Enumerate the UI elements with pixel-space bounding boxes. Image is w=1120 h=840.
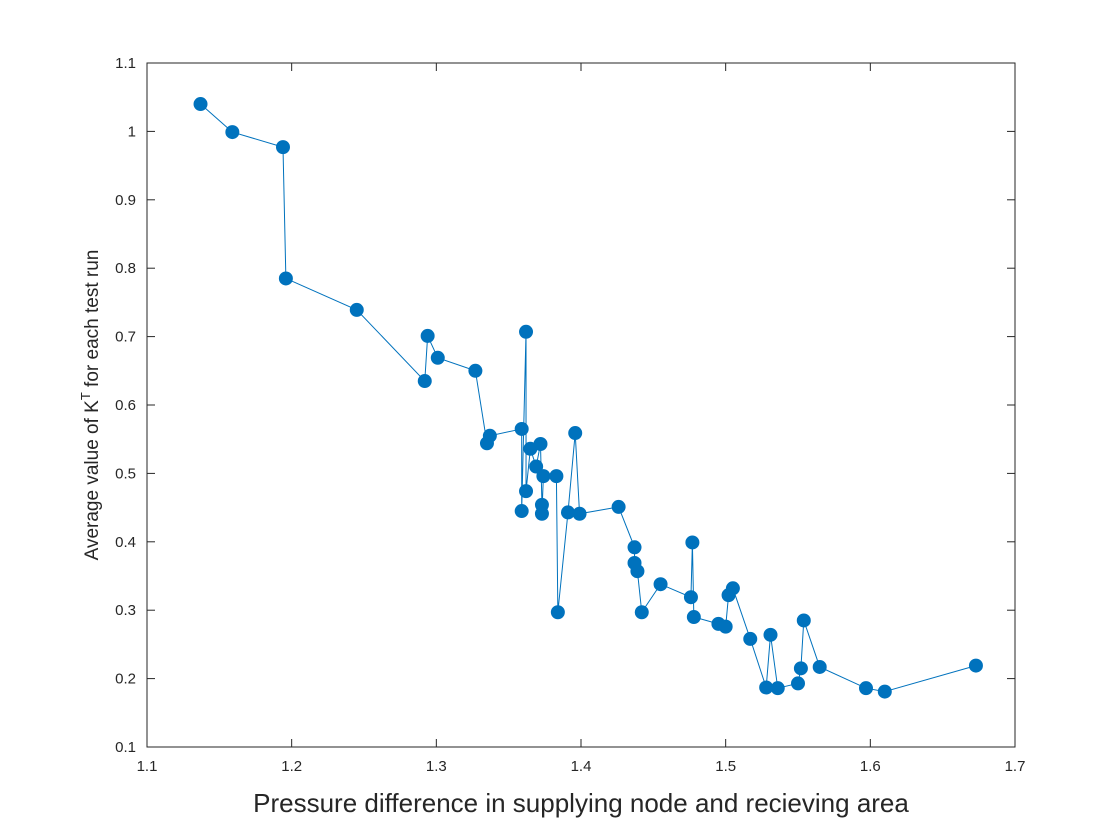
y-tick-label: 0.9 — [115, 192, 136, 209]
data-point — [482, 428, 497, 443]
y-axis-label: Average value of KT for each test run — [78, 250, 103, 561]
data-point — [278, 271, 293, 286]
data-point — [725, 581, 740, 596]
data-point — [877, 684, 892, 699]
y-axis-label-superscript: T — [78, 392, 93, 400]
data-point — [568, 426, 583, 441]
data-point — [770, 681, 785, 696]
data-point — [550, 605, 565, 620]
data-point — [514, 504, 529, 519]
data-point — [275, 140, 290, 155]
x-tick-label: 1.5 — [715, 758, 736, 775]
data-point — [685, 535, 700, 550]
y-tick-label: 0.4 — [115, 534, 136, 551]
y-tick-label: 1.1 — [115, 55, 136, 72]
data-point — [683, 590, 698, 605]
data-point — [627, 540, 642, 555]
data-point — [759, 680, 774, 695]
data-point — [718, 619, 733, 634]
plot-area — [146, 62, 1016, 748]
x-axis: 1.1 1.2 1.3 1.4 1.5 1.6 1.7 — [137, 63, 1026, 775]
x-tick-label: 1.2 — [281, 758, 302, 775]
data-point — [519, 484, 534, 499]
data-point — [743, 631, 758, 646]
y-tick-label: 0.6 — [115, 397, 136, 414]
data-point — [536, 469, 551, 484]
data-point — [968, 658, 983, 673]
y-axis-label-suffix: for each test run — [82, 250, 103, 393]
data-point — [417, 374, 432, 389]
data-point — [634, 605, 649, 620]
data-point — [533, 436, 548, 451]
y-tick-label: 0.8 — [115, 260, 136, 277]
y-tick-label: 0.1 — [115, 739, 136, 756]
data-point — [193, 97, 208, 112]
y-tick-label: 0.3 — [115, 602, 136, 619]
data-point — [630, 564, 645, 579]
data-point — [549, 469, 564, 484]
data-point — [349, 302, 364, 317]
data-point — [763, 627, 778, 642]
series-line — [200, 103, 977, 693]
x-tick-label: 1.1 — [137, 758, 158, 775]
data-point — [514, 421, 529, 436]
data-point — [430, 350, 445, 365]
data-point — [560, 505, 575, 520]
data-point — [796, 613, 811, 628]
data-point — [468, 363, 483, 378]
y-axis-label-prefix: Average value of K — [82, 400, 103, 561]
data-point — [519, 324, 534, 339]
y-axis: 0.1 0.2 0.3 0.4 0.5 0.6 0.7 0.8 0.9 1 1.1 — [115, 55, 1015, 756]
data-point — [611, 499, 626, 514]
data-point — [686, 610, 701, 625]
data-point — [534, 506, 549, 521]
x-tick-label: 1.4 — [571, 758, 592, 775]
data-point — [791, 676, 805, 691]
data-point — [225, 125, 240, 140]
x-tick-label: 1.3 — [426, 758, 447, 775]
y-tick-label: 0.5 — [115, 465, 136, 482]
data-point — [812, 659, 827, 674]
x-tick-label: 1.6 — [860, 758, 881, 775]
x-axis-label: Pressure difference in supplying node an… — [253, 788, 909, 818]
x-tick-label: 1.7 — [1005, 758, 1026, 775]
y-tick-label: 0.7 — [115, 329, 136, 346]
data-point — [529, 459, 544, 474]
y-tick-label: 0.2 — [115, 671, 136, 688]
y-tick-label: 1 — [128, 123, 136, 140]
data-point — [572, 506, 587, 521]
data-point — [793, 661, 808, 676]
data-series — [193, 97, 983, 699]
data-point — [653, 577, 668, 592]
data-point — [420, 328, 435, 343]
data-point — [858, 681, 873, 696]
